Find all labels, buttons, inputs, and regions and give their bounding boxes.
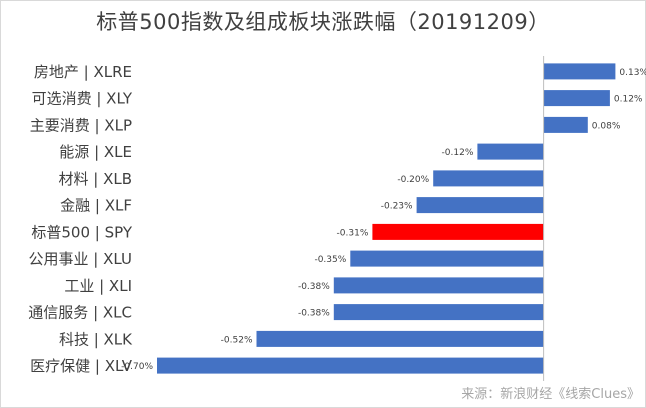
category-label-10: 科技 | XLK: [59, 330, 133, 348]
category-label-5: 金融 | XLF: [60, 197, 132, 215]
chart-title: 标普500指数及组成板块涨跌幅（20191209）: [96, 10, 550, 34]
category-label-3: 能源 | XLE: [59, 143, 132, 161]
source-note: 来源：新浪财经《线索Clues》: [461, 387, 640, 402]
bar-1: [543, 90, 610, 107]
category-label-4: 材料 | XLB: [58, 170, 132, 188]
bar-4: [433, 170, 544, 187]
category-label-1: 可选消费 | XLY: [32, 90, 133, 108]
value-label-10: -0.52%: [221, 335, 253, 345]
value-label-7: -0.35%: [314, 255, 346, 265]
category-label-0: 房地产 | XLRE: [34, 63, 132, 81]
value-label-6: -0.31%: [337, 228, 369, 238]
value-label-1: 0.12%: [614, 95, 643, 105]
bar-3: [477, 143, 544, 160]
value-label-5: -0.23%: [381, 202, 413, 212]
value-label-11: -0.70%: [121, 362, 153, 372]
value-label-9: -0.38%: [298, 309, 330, 319]
category-label-6: 标普500 | SPY: [31, 223, 132, 241]
bar-11: [157, 357, 544, 374]
bar-6: [372, 223, 544, 240]
category-label-11: 医疗保健 | XLV: [30, 357, 133, 375]
bar-8: [333, 277, 544, 294]
value-label-8: -0.38%: [298, 282, 330, 292]
value-label-4: -0.20%: [397, 175, 429, 185]
bar-10: [256, 330, 544, 347]
category-label-9: 通信服务 | XLC: [28, 304, 132, 322]
bar-5: [416, 197, 544, 214]
bar-2: [543, 116, 588, 133]
value-label-2: 0.08%: [592, 121, 621, 131]
value-label-3: -0.12%: [442, 148, 474, 158]
category-label-7: 公用事业 | XLU: [29, 250, 132, 268]
bar-9: [333, 304, 544, 321]
bar-7: [350, 250, 544, 267]
category-label-8: 工业 | XLI: [64, 277, 132, 295]
value-label-0: 0.13%: [619, 68, 646, 78]
category-label-2: 主要消费 | XLP: [30, 116, 132, 134]
bar-0: [543, 63, 616, 80]
